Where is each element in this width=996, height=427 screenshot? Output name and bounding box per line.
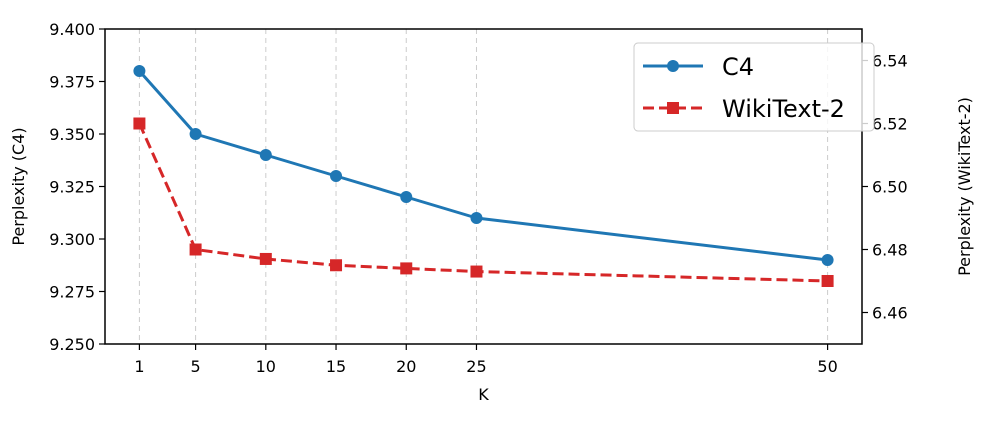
legend-label-c4: C4: [722, 53, 754, 81]
left-tick-label: 9.325: [49, 178, 95, 197]
data-point-c4: [133, 65, 146, 77]
x-axis: 1 5 10 15 20 25 50: [134, 344, 838, 376]
series-layer: [133, 65, 834, 287]
right-axis-title: Perplexity (WikiText-2): [955, 97, 974, 276]
legend-label-wikitext2: WikiText-2: [722, 95, 845, 123]
x-tick-label: 20: [396, 357, 416, 376]
right-tick-label: 6.48: [872, 241, 908, 260]
x-tick-label: 1: [134, 357, 144, 376]
data-point-wikitext2: [330, 259, 343, 272]
data-point-c4: [470, 212, 483, 224]
left-tick-label: 9.250: [49, 335, 95, 354]
data-point-c4: [821, 254, 834, 266]
right-tick-label: 6.50: [872, 178, 908, 197]
grid-lines: [138, 29, 829, 344]
right-tick-label: 6.46: [872, 304, 908, 323]
left-y-axis: 9.250 9.275 9.300 9.325 9.350 9.375 9.400: [49, 20, 105, 354]
data-point-wikitext2: [470, 265, 483, 278]
right-tick-label: 6.54: [872, 52, 908, 71]
legend: C4 WikiText-2: [633, 42, 875, 132]
data-point-wikitext2: [133, 117, 146, 130]
right-y-axis: 6.46 6.48 6.50 6.52 6.54: [862, 52, 908, 323]
left-axis-title: Perplexity (C4): [9, 127, 28, 245]
left-tick-label: 9.400: [49, 20, 95, 39]
left-tick-label: 9.375: [49, 73, 95, 92]
left-tick-label: 9.300: [49, 230, 95, 249]
x-tick-label: 10: [256, 357, 276, 376]
x-tick-label: 50: [817, 357, 837, 376]
data-point-c4: [189, 128, 202, 140]
data-point-wikitext2: [189, 243, 202, 256]
x-tick-label: 25: [466, 357, 486, 376]
left-tick-label: 9.350: [49, 125, 95, 144]
data-point-c4: [400, 191, 413, 203]
x-axis-title: K: [478, 385, 489, 404]
right-tick-label: 6.52: [872, 115, 908, 134]
data-point-wikitext2: [400, 262, 413, 275]
x-tick-label: 5: [190, 357, 200, 376]
x-tick-label: 15: [326, 357, 346, 376]
legend-marker-wikitext2: [667, 102, 679, 114]
data-point-wikitext2: [259, 252, 272, 265]
left-tick-label: 9.275: [49, 283, 95, 302]
data-point-c4: [330, 170, 343, 182]
data-point-c4: [259, 149, 272, 161]
legend-marker-c4: [667, 60, 679, 72]
data-point-wikitext2: [821, 275, 834, 287]
